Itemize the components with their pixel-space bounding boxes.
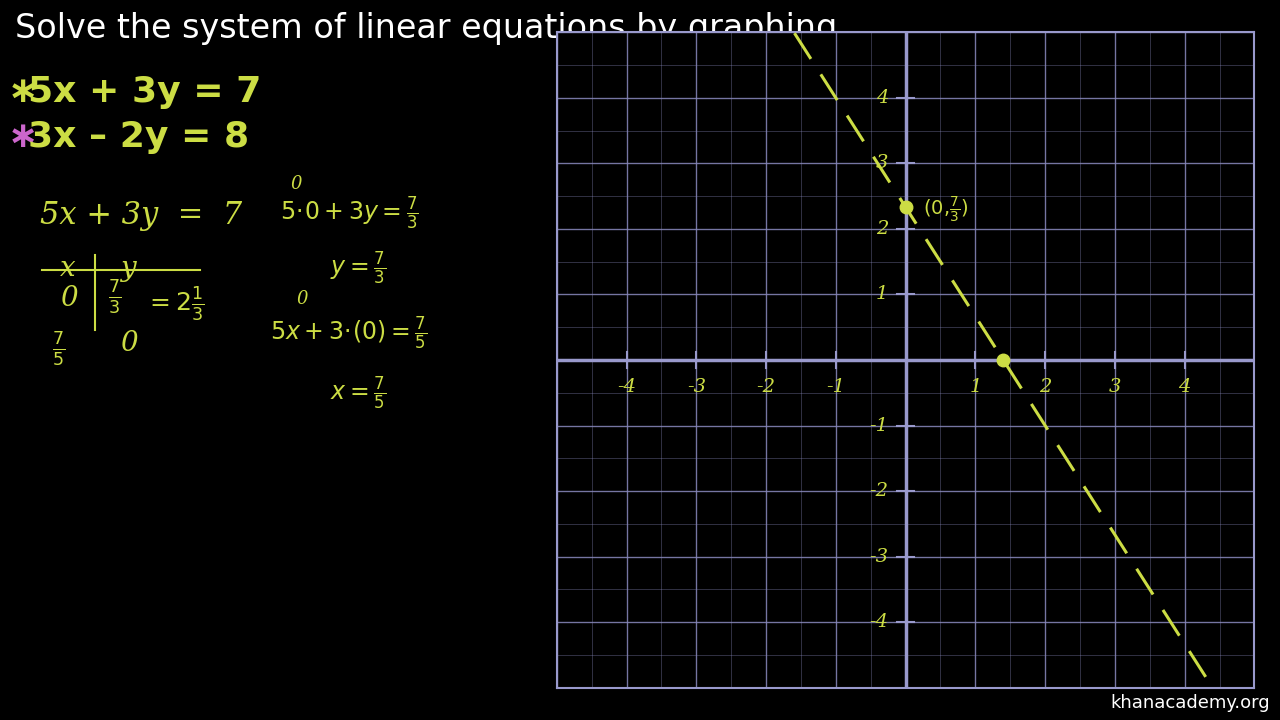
Text: -4: -4: [869, 613, 888, 631]
Text: $5x + 3\!\cdot\!(0) = \frac{7}{5}$: $5x + 3\!\cdot\!(0) = \frac{7}{5}$: [270, 315, 428, 352]
Text: 4: 4: [1179, 378, 1190, 396]
Text: 0: 0: [60, 285, 78, 312]
Text: 5x + 3y = 7: 5x + 3y = 7: [28, 75, 261, 109]
Text: Solve the system of linear equations by graphing.: Solve the system of linear equations by …: [15, 12, 849, 45]
Text: 3: 3: [1108, 378, 1121, 396]
Text: 2: 2: [1039, 378, 1051, 396]
Text: 0: 0: [291, 175, 302, 193]
Text: 1: 1: [876, 285, 888, 304]
Text: $x = \frac{7}{5}$: $x = \frac{7}{5}$: [330, 375, 387, 413]
Text: $\frac{7}{5}$: $\frac{7}{5}$: [52, 330, 65, 368]
Text: 2: 2: [876, 220, 888, 238]
Text: -3: -3: [687, 378, 705, 396]
Text: -4: -4: [617, 378, 636, 396]
Text: $y = \frac{7}{3}$: $y = \frac{7}{3}$: [330, 250, 387, 287]
Text: -2: -2: [869, 482, 888, 500]
Text: 1: 1: [969, 378, 982, 396]
Text: khanacademy.org: khanacademy.org: [1110, 694, 1270, 712]
Text: $\frac{7}{3}$: $\frac{7}{3}$: [108, 278, 122, 316]
Text: $= 2\frac{1}{3}$: $= 2\frac{1}{3}$: [145, 285, 205, 323]
Text: ∗: ∗: [8, 75, 38, 109]
Text: -1: -1: [827, 378, 845, 396]
Text: y: y: [120, 255, 136, 282]
Text: $5\!\cdot\!0 + 3y = \frac{7}{3}$: $5\!\cdot\!0 + 3y = \frac{7}{3}$: [280, 195, 419, 233]
Text: x: x: [60, 255, 76, 282]
Text: 4: 4: [876, 89, 888, 107]
Text: $(0,\!\frac{7}{3})$: $(0,\!\frac{7}{3})$: [923, 195, 969, 225]
Text: 3: 3: [876, 154, 888, 172]
Text: 3x – 2y = 8: 3x – 2y = 8: [28, 120, 250, 154]
Text: ∗: ∗: [8, 120, 38, 154]
Text: 5x + 3y  =  7: 5x + 3y = 7: [40, 200, 242, 231]
Text: 0: 0: [296, 290, 307, 308]
Text: -2: -2: [756, 378, 776, 396]
Text: 0: 0: [120, 330, 138, 357]
Text: -1: -1: [869, 416, 888, 434]
Text: -3: -3: [869, 548, 888, 566]
